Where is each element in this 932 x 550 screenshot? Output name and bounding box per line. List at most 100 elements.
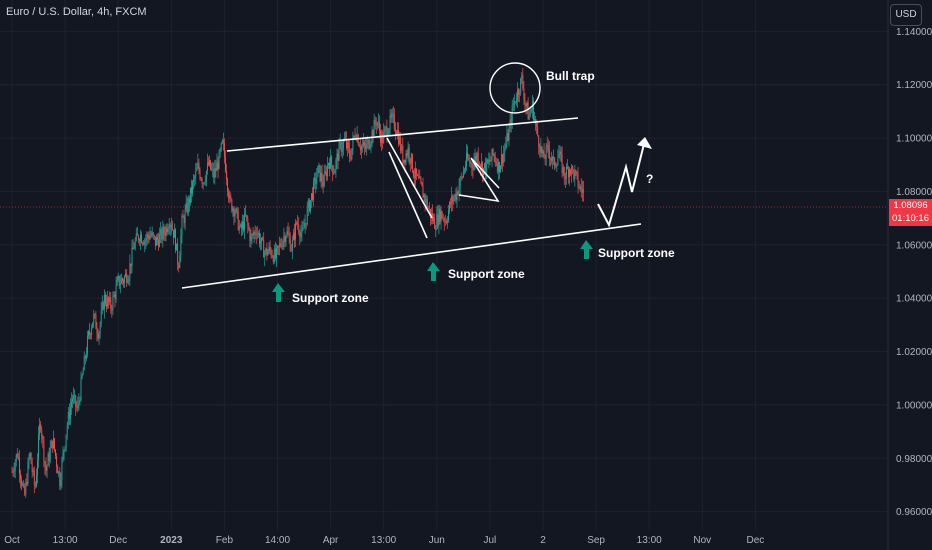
candle-body — [373, 119, 375, 136]
candle-body — [425, 198, 427, 203]
candle-body — [558, 153, 560, 159]
candle-body — [17, 457, 19, 459]
candle-body — [134, 240, 136, 248]
price-tick-label: 1.00000 — [896, 400, 932, 411]
candle-body — [524, 99, 526, 104]
symbol-title[interactable]: Euro / U.S. Dollar, 4h, FXCM — [6, 6, 147, 18]
candle-body — [555, 165, 557, 167]
chart-drawings[interactable] — [181, 62, 652, 302]
candle-body — [202, 183, 204, 185]
candle-body — [256, 233, 258, 236]
candle-body — [360, 146, 362, 151]
channel-upper-trendline[interactable] — [226, 117, 579, 152]
candle-body — [339, 142, 341, 143]
candle-body — [168, 227, 170, 229]
time-tick-label: 13:00 — [637, 535, 662, 546]
candle-body — [236, 208, 238, 212]
candle-body — [427, 208, 429, 210]
candle-body — [362, 145, 363, 147]
candle-body — [251, 234, 253, 237]
candle-body — [31, 463, 33, 472]
candle-body — [169, 224, 171, 228]
time-tick-label: 2023 — [160, 535, 183, 546]
candle-body — [370, 142, 372, 147]
support-arrow-3 — [580, 240, 593, 259]
time-axis[interactable]: Oct 13:00 Dec 2023 Feb 14:00 Apr 13:00 Jun Jul 2 Se… — [4, 535, 764, 546]
candle-body — [30, 452, 32, 464]
candle-body — [89, 331, 90, 334]
candle-body — [230, 195, 232, 200]
candle-body — [77, 403, 79, 408]
candle-body — [225, 157, 226, 172]
price-tick-label: 0.96000 — [896, 507, 932, 518]
candle-body — [220, 143, 222, 151]
candle-body — [186, 203, 188, 213]
candle-body — [243, 221, 244, 230]
bull-trap-circle[interactable] — [489, 62, 541, 114]
drop-line-a[interactable] — [386, 137, 433, 219]
projection-path[interactable] — [597, 139, 646, 228]
candle-body — [486, 159, 488, 174]
candle-body — [439, 208, 441, 222]
candle-body — [388, 129, 390, 134]
flag-pattern[interactable] — [458, 157, 500, 203]
price-axis-bg — [888, 0, 932, 550]
candle-body — [127, 281, 129, 283]
candle-body — [50, 440, 52, 449]
candle-body — [167, 228, 169, 233]
candle-body — [408, 147, 410, 159]
currency-button[interactable]: USD — [890, 4, 922, 26]
candle-body — [204, 180, 206, 183]
candle-body — [304, 223, 306, 228]
candle-body — [257, 233, 259, 235]
chart-grid — [0, 0, 888, 530]
candle-body — [252, 234, 254, 236]
candle-body — [526, 102, 528, 107]
candle-body — [494, 156, 496, 163]
candle-body — [20, 473, 21, 480]
candle-body — [151, 232, 153, 236]
candle-body — [307, 200, 309, 208]
candle-body — [560, 151, 562, 155]
candle-body — [121, 278, 123, 281]
candle-body — [184, 209, 186, 223]
candle-body — [124, 276, 126, 283]
candle-body — [332, 165, 334, 174]
drop-line-b[interactable] — [388, 151, 428, 239]
candle-body — [100, 310, 102, 324]
channel-lower-trendline[interactable] — [181, 223, 642, 289]
candle-body — [308, 200, 310, 211]
candle-body — [161, 229, 163, 240]
candle-body — [245, 213, 247, 216]
candle-body — [44, 461, 46, 466]
candle-body — [116, 279, 118, 286]
time-tick-label: Feb — [216, 535, 234, 546]
candle-body — [381, 134, 383, 143]
price-axis[interactable]: 1.14000 1.12000 1.10000 1.08000 1.06000 1.040… — [887, 0, 932, 550]
candle-body — [46, 465, 48, 471]
candle-body — [195, 170, 197, 178]
candle-body — [52, 438, 54, 448]
candle-body — [316, 176, 318, 185]
candle-body — [59, 471, 61, 486]
candle-body — [298, 224, 300, 232]
candle-body — [66, 425, 68, 435]
candle-body — [364, 142, 366, 146]
candle-body — [65, 434, 67, 447]
candle-body — [440, 211, 442, 222]
candle-body — [436, 214, 438, 230]
candle-body — [444, 221, 446, 223]
candle-body — [218, 151, 220, 170]
candle-body — [485, 163, 487, 174]
time-tick-label: Oct — [4, 535, 20, 546]
candle-body — [544, 158, 546, 160]
candle-body — [335, 160, 337, 171]
time-tick-label: 14:00 — [265, 535, 290, 546]
candle-body — [323, 173, 325, 187]
candle-body — [391, 113, 393, 118]
candle-body — [67, 411, 69, 426]
candle-body — [128, 278, 130, 282]
candle-body — [315, 177, 317, 185]
candle-body — [281, 245, 283, 248]
